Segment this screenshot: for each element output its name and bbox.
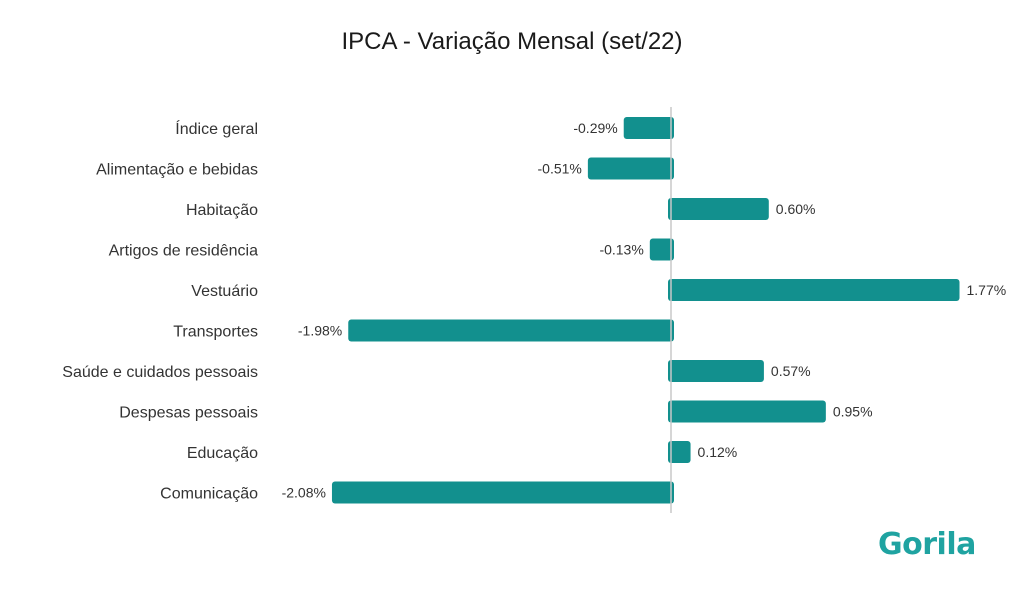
value-label-6: 0.57% bbox=[771, 363, 811, 379]
chart-title: IPCA - Variação Mensal (set/22) bbox=[341, 28, 683, 55]
category-label-6: Saúde e cuidados pessoais bbox=[62, 364, 258, 381]
gorila-logo: Gorila bbox=[878, 527, 976, 562]
category-label-8: Educação bbox=[187, 445, 258, 462]
bar-0 bbox=[623, 117, 674, 139]
bar-9 bbox=[331, 481, 674, 504]
labels-layer: Índice geral -0.29% Alimentação e bebidas -… bbox=[62, 119, 1006, 503]
value-label-5: -1.98% bbox=[298, 323, 342, 339]
value-label-9: -2.08% bbox=[282, 485, 326, 501]
bar-8 bbox=[668, 441, 691, 463]
value-label-4: 1.77% bbox=[967, 282, 1007, 298]
value-label-2: 0.60% bbox=[776, 201, 816, 217]
bar-1 bbox=[587, 157, 674, 180]
value-label-7: 0.95% bbox=[833, 404, 873, 420]
category-label-3: Artigos de residência bbox=[109, 243, 259, 260]
category-label-1: Alimentação e bebidas bbox=[96, 162, 258, 179]
bar-5 bbox=[348, 319, 674, 342]
category-label-5: Transportes bbox=[173, 324, 258, 341]
bars-layer bbox=[331, 117, 960, 504]
value-label-3: -0.13% bbox=[599, 242, 643, 258]
bar-3 bbox=[649, 238, 674, 261]
bar-6 bbox=[668, 360, 764, 382]
bar-2 bbox=[668, 198, 769, 220]
category-label-9: Comunicação bbox=[160, 486, 258, 503]
value-label-1: -0.51% bbox=[538, 161, 582, 177]
bar-7 bbox=[668, 400, 826, 423]
category-label-4: Vestuário bbox=[191, 283, 258, 300]
bar-4 bbox=[668, 279, 960, 301]
value-label-8: 0.12% bbox=[698, 444, 738, 460]
category-label-0: Índice geral bbox=[175, 119, 258, 138]
category-label-2: Habitação bbox=[186, 202, 258, 219]
category-label-7: Despesas pessoais bbox=[119, 405, 258, 422]
value-label-0: -0.29% bbox=[573, 120, 617, 136]
